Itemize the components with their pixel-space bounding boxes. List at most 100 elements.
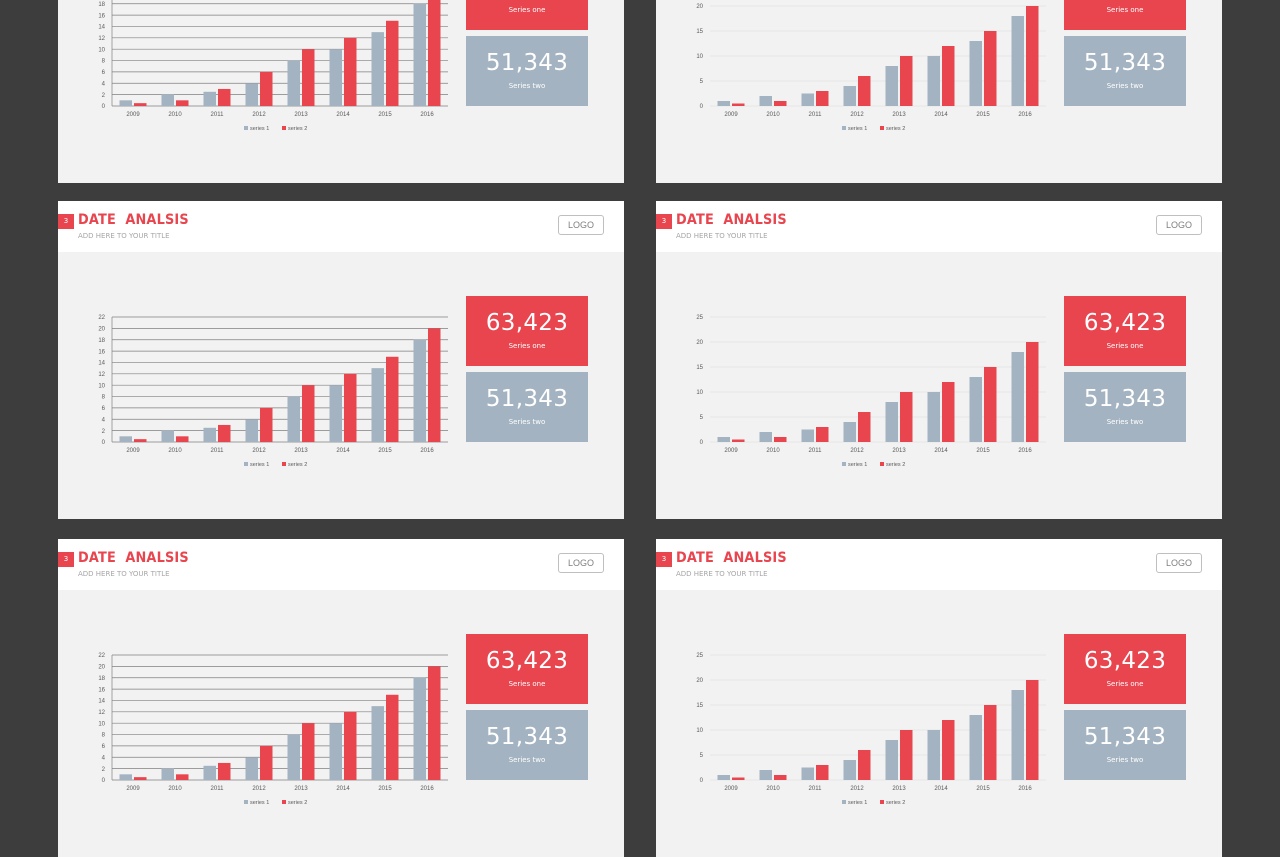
y-tick-label: 14 — [98, 25, 105, 31]
legend-label: series 1 — [848, 462, 867, 468]
bar-series-1 — [245, 419, 258, 442]
bar-series-1 — [413, 3, 426, 106]
slide-thumbnail[interactable]: 3 DATE ANALSIS ADD HERE TO YOUR TITLE LO… — [656, 539, 1222, 857]
bar-series-2 — [260, 745, 273, 780]
bar-series-2 — [302, 385, 315, 442]
x-tick-label: 2014 — [934, 786, 948, 792]
slide-subtitle: ADD HERE TO YOUR TITLE — [78, 232, 170, 240]
bar-series-2 — [260, 407, 273, 442]
legend-label: series 2 — [288, 126, 307, 132]
bar-series-2 — [816, 765, 829, 780]
stat-value: 51,343 — [485, 50, 569, 76]
y-tick-label: 20 — [696, 4, 703, 10]
bar-series-1 — [717, 101, 730, 106]
logo-placeholder-button[interactable]: LOGO — [1156, 215, 1202, 235]
bar-series-2 — [428, 666, 441, 780]
bar-series-2 — [816, 427, 829, 442]
y-tick-label: 0 — [102, 778, 106, 784]
bar-series-2 — [134, 777, 147, 780]
y-tick-label: 0 — [700, 440, 704, 446]
legend-swatch — [282, 126, 286, 130]
stat-card-series-two: 51,343 Series two — [1064, 36, 1186, 106]
stat-label: Series one — [1106, 680, 1144, 688]
slide-number-badge: 3 — [58, 214, 74, 229]
slide-thumbnail[interactable]: 3 DATE ANALSIS ADD HERE TO YOUR TITLE LO… — [656, 201, 1222, 519]
bar-series-2 — [344, 37, 357, 106]
stat-value: 51,343 — [485, 386, 569, 412]
stat-card-series-one: 63,423 Series one — [466, 634, 588, 704]
bar-series-1 — [119, 774, 132, 780]
bar-series-2 — [1026, 6, 1039, 106]
x-tick-label: 2010 — [168, 786, 182, 792]
legend-swatch — [244, 462, 248, 466]
bar-series-1 — [759, 770, 772, 780]
bar-series-1 — [245, 757, 258, 780]
bar-series-2 — [428, 0, 441, 106]
y-tick-label: 12 — [98, 372, 105, 378]
bar-series-1 — [801, 429, 814, 442]
bar-series-1 — [245, 83, 258, 106]
legend-label: series 2 — [288, 800, 307, 806]
slide-title: DATE ANALSIS — [78, 212, 189, 228]
slide-header: 3 DATE ANALSIS ADD HERE TO YOUR TITLE LO… — [656, 539, 1222, 590]
y-tick-label: 0 — [102, 440, 106, 446]
x-tick-label: 2010 — [766, 112, 780, 118]
y-tick-label: 10 — [98, 47, 105, 53]
stat-label: Series two — [508, 418, 546, 426]
x-tick-label: 2015 — [976, 448, 990, 454]
bar-series-1 — [759, 96, 772, 106]
y-tick-label: 4 — [102, 755, 106, 761]
bar-series-1 — [717, 437, 730, 442]
bar-series-1 — [969, 41, 982, 106]
bar-series-1 — [203, 91, 216, 106]
slide-header: 3 DATE ANALSIS ADD HERE TO YOUR TITLE LO… — [58, 201, 624, 252]
stat-card-series-one: 63,423 Series one — [1064, 634, 1186, 704]
legend-swatch — [880, 462, 884, 466]
bar-series-1 — [1011, 690, 1024, 780]
stat-label: Series two — [1106, 82, 1144, 90]
y-tick-label: 16 — [98, 349, 105, 355]
y-tick-label: 4 — [102, 81, 106, 87]
bar-series-2 — [260, 71, 273, 106]
bar-series-1 — [161, 768, 174, 780]
slide-thumbnail[interactable]: 3 DATE ANALSIS ADD HERE TO YOUR TITLE LO… — [656, 0, 1222, 183]
stat-label: Series one — [1106, 6, 1144, 14]
bar-series-1 — [203, 765, 216, 780]
stat-card-series-one: 63,423 Series one — [466, 296, 588, 366]
y-tick-label: 6 — [102, 744, 106, 750]
stat-card-series-one: 63,423 Series one — [1064, 296, 1186, 366]
x-tick-label: 2011 — [809, 448, 823, 454]
x-tick-label: 2015 — [378, 786, 392, 792]
y-tick-label: 18 — [98, 676, 105, 682]
bar-series-2 — [732, 439, 745, 442]
x-tick-label: 2012 — [850, 448, 864, 454]
stat-label: Series two — [1106, 756, 1144, 764]
slide-thumbnail[interactable]: 3 DATE ANALSIS ADD HERE TO YOUR TITLE LO… — [58, 539, 624, 857]
slide-subtitle: ADD HERE TO YOUR TITLE — [78, 570, 170, 578]
slide-thumbnail[interactable]: 3 DATE ANALSIS ADD HERE TO YOUR TITLE LO… — [58, 0, 624, 183]
y-tick-label: 8 — [102, 733, 106, 739]
bar-series-2 — [134, 439, 147, 442]
stat-card-series-two: 51,343 Series two — [466, 372, 588, 442]
bar-series-1 — [329, 385, 342, 442]
slide-thumbnail[interactable]: 3 DATE ANALSIS ADD HERE TO YOUR TITLE LO… — [58, 201, 624, 519]
logo-placeholder-button[interactable]: LOGO — [558, 553, 604, 573]
y-tick-label: 0 — [700, 778, 704, 784]
bar-series-1 — [927, 730, 940, 780]
x-tick-label: 2014 — [336, 112, 350, 118]
bar-series-2 — [386, 356, 399, 442]
slide-header: 3 DATE ANALSIS ADD HERE TO YOUR TITLE LO… — [656, 201, 1222, 252]
x-tick-label: 2015 — [378, 112, 392, 118]
y-tick-label: 15 — [696, 29, 703, 35]
stat-value: 51,343 — [1083, 724, 1167, 750]
logo-placeholder-button[interactable]: LOGO — [558, 215, 604, 235]
bar-series-2 — [984, 705, 997, 780]
bar-series-1 — [161, 430, 174, 442]
y-tick-label: 6 — [102, 70, 106, 76]
bar-series-2 — [732, 103, 745, 106]
x-tick-label: 2011 — [211, 786, 225, 792]
logo-placeholder-button[interactable]: LOGO — [1156, 553, 1202, 573]
bar-series-1 — [161, 94, 174, 106]
slide-title: DATE ANALSIS — [78, 550, 189, 566]
bar-series-1 — [801, 767, 814, 780]
